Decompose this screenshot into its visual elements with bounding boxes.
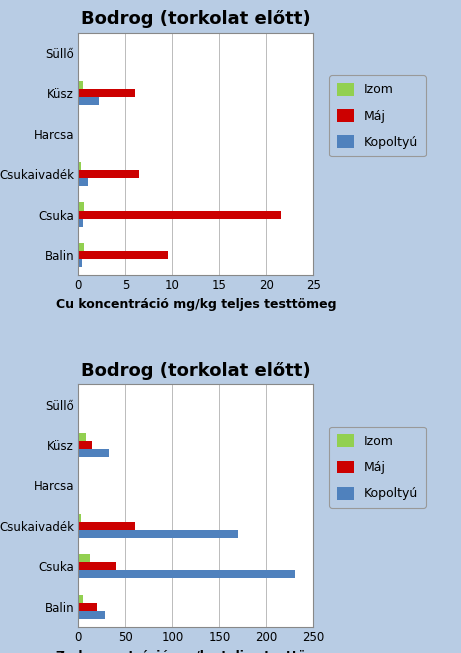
Bar xyxy=(78,562,116,570)
Bar xyxy=(78,554,89,562)
X-axis label: Zn koncentráció mg/kg teljes testtömeg: Zn koncentráció mg/kg teljes testtömeg xyxy=(56,650,336,653)
Bar xyxy=(78,449,109,457)
X-axis label: Cu koncentráció mg/kg teljes testtömeg: Cu koncentráció mg/kg teljes testtömeg xyxy=(56,298,336,311)
Bar xyxy=(78,611,105,619)
Bar xyxy=(78,89,135,97)
Bar xyxy=(78,251,168,259)
Bar xyxy=(78,441,93,449)
Bar xyxy=(78,522,135,530)
Bar xyxy=(78,219,83,227)
Legend: Izom, Máj, Kopoltyú: Izom, Máj, Kopoltyú xyxy=(329,427,426,508)
Bar xyxy=(78,603,97,611)
Bar xyxy=(78,97,99,105)
Title: Bodrog (torkolat előtt): Bodrog (torkolat előtt) xyxy=(81,362,311,380)
Bar xyxy=(78,178,88,186)
Bar xyxy=(78,570,295,579)
Bar xyxy=(78,594,83,603)
Legend: Izom, Máj, Kopoltyú: Izom, Máj, Kopoltyú xyxy=(329,75,426,156)
Bar xyxy=(78,170,140,178)
Bar xyxy=(78,243,84,251)
Bar xyxy=(78,433,86,441)
Bar xyxy=(78,162,81,170)
Bar xyxy=(78,530,238,538)
Bar xyxy=(78,210,281,219)
Title: Bodrog (torkolat előtt): Bodrog (torkolat előtt) xyxy=(81,10,311,28)
Bar xyxy=(78,81,83,89)
Bar xyxy=(78,202,84,210)
Bar xyxy=(78,259,82,267)
Bar xyxy=(78,514,81,522)
